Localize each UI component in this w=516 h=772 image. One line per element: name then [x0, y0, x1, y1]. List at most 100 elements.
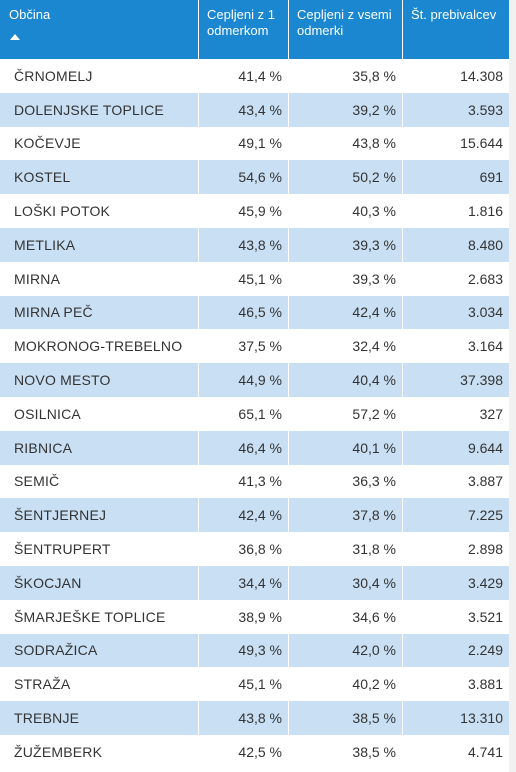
- cell-one-dose: 65,1 %: [198, 396, 288, 431]
- cell-obcina: LOŠKI POTOK: [0, 194, 198, 228]
- cell-population: 7.225: [402, 498, 509, 533]
- cell-population: 3.521: [402, 599, 509, 634]
- table-row: SODRAŽICA 49,3 % 42,0 % 2.249: [0, 633, 509, 668]
- table-row: RIBNICA 46,4 % 40,1 % 9.644: [0, 430, 509, 465]
- cell-one-dose: 36,8 %: [198, 532, 288, 566]
- cell-obcina: OSILNICA: [0, 396, 198, 431]
- cell-obcina: METLIKA: [0, 227, 198, 262]
- table-row: KOČEVJE 49,1 % 43,8 % 15.644: [0, 126, 509, 161]
- cell-all-doses: 32,4 %: [288, 329, 402, 364]
- table-row: METLIKA 43,8 % 39,3 % 8.480: [0, 227, 509, 262]
- column-header-population[interactable]: Št. prebivalcev: [402, 0, 509, 59]
- cell-one-dose: 43,8 %: [198, 227, 288, 262]
- cell-obcina: ŠENTJERNEJ: [0, 498, 198, 533]
- cell-population: 327: [402, 396, 509, 431]
- table-row: TREBNJE 43,8 % 38,5 % 13.310: [0, 701, 509, 735]
- column-header-one-dose[interactable]: Cepljeni z 1 odmerkom: [198, 0, 288, 59]
- column-header-all-doses[interactable]: Cepljeni z vsemi odmerki: [288, 0, 402, 59]
- cell-population: 2.898: [402, 532, 509, 566]
- cell-one-dose: 49,1 %: [198, 126, 288, 161]
- cell-one-dose: 46,5 %: [198, 295, 288, 330]
- cell-population: 2.249: [402, 633, 509, 668]
- cell-all-doses: 34,6 %: [288, 599, 402, 634]
- sort-ascending-icon[interactable]: [10, 34, 20, 40]
- cell-all-doses: 38,5 %: [288, 734, 402, 769]
- column-header-label: Cepljeni z vsemi odmerki: [297, 7, 392, 38]
- cell-one-dose: 37,5 %: [198, 329, 288, 364]
- column-header-label: Št. prebivalcev: [411, 7, 497, 22]
- cell-all-doses: 39,3 %: [288, 261, 402, 296]
- cell-obcina: KOČEVJE: [0, 126, 198, 161]
- cell-obcina: MIRNA: [0, 261, 198, 296]
- column-header-obcina[interactable]: Občina: [0, 0, 198, 59]
- cell-population: 4.741: [402, 734, 509, 769]
- cell-all-doses: 57,2 %: [288, 396, 402, 431]
- table-row: ŠMARJEŠKE TOPLICE 38,9 % 34,6 % 3.521: [0, 599, 509, 634]
- cell-one-dose: 45,1 %: [198, 667, 288, 702]
- cell-obcina: STRAŽA: [0, 667, 198, 702]
- cell-population: 8.480: [402, 227, 509, 262]
- table-row: OSILNICA 65,1 % 57,2 % 327: [0, 396, 509, 431]
- cell-all-doses: 43,8 %: [288, 126, 402, 161]
- cell-one-dose: 46,4 %: [198, 430, 288, 465]
- cell-one-dose: 42,4 %: [198, 498, 288, 533]
- cell-one-dose: 43,4 %: [198, 92, 288, 127]
- table-row: ŠKOCJAN 34,4 % 30,4 % 3.429: [0, 565, 509, 600]
- cell-obcina: SODRAŽICA: [0, 633, 198, 668]
- cell-population: 3.881: [402, 667, 509, 702]
- table-row: STRAŽA 45,1 % 40,2 % 3.881: [0, 667, 509, 702]
- vertical-scrollbar[interactable]: [509, 0, 516, 772]
- column-header-label: Cepljeni z 1 odmerkom: [207, 7, 275, 38]
- cell-all-doses: 42,4 %: [288, 295, 402, 330]
- cell-all-doses: 30,4 %: [288, 565, 402, 600]
- cell-all-doses: 50,2 %: [288, 160, 402, 195]
- cell-obcina: ŠENTRUPERT: [0, 532, 198, 566]
- table-row: KOSTEL 54,6 % 50,2 % 691: [0, 160, 509, 195]
- cell-obcina: NOVO MESTO: [0, 363, 198, 397]
- cell-one-dose: 44,9 %: [198, 363, 288, 397]
- cell-one-dose: 45,1 %: [198, 261, 288, 296]
- cell-all-doses: 38,5 %: [288, 701, 402, 735]
- cell-one-dose: 41,4 %: [198, 59, 288, 93]
- cell-one-dose: 34,4 %: [198, 565, 288, 600]
- cell-obcina: ČRNOMELJ: [0, 59, 198, 93]
- cell-population: 3.164: [402, 329, 509, 364]
- table-row: NOVO MESTO 44,9 % 40,4 % 37.398: [0, 363, 509, 397]
- cell-all-doses: 40,2 %: [288, 667, 402, 702]
- cell-one-dose: 45,9 %: [198, 194, 288, 228]
- cell-population: 3.429: [402, 565, 509, 600]
- cell-all-doses: 35,8 %: [288, 59, 402, 93]
- cell-obcina: MOKRONOG-TREBELNO: [0, 329, 198, 364]
- cell-all-doses: 42,0 %: [288, 633, 402, 668]
- cell-all-doses: 39,3 %: [288, 227, 402, 262]
- table-row: DOLENJSKE TOPLICE 43,4 % 39,2 % 3.593: [0, 92, 509, 127]
- table-row: SEMIČ 41,3 % 36,3 % 3.887: [0, 464, 509, 499]
- cell-all-doses: 36,3 %: [288, 464, 402, 499]
- cell-obcina: KOSTEL: [0, 160, 198, 195]
- table-row: LOŠKI POTOK 45,9 % 40,3 % 1.816: [0, 194, 509, 228]
- cell-population: 13.310: [402, 701, 509, 735]
- cell-one-dose: 54,6 %: [198, 160, 288, 195]
- cell-population: 37.398: [402, 363, 509, 397]
- cell-obcina: TREBNJE: [0, 701, 198, 735]
- table-header: Občina Cepljeni z 1 odmerkom Cepljeni z …: [0, 0, 509, 59]
- cell-obcina: DOLENJSKE TOPLICE: [0, 92, 198, 127]
- table-row: MOKRONOG-TREBELNO 37,5 % 32,4 % 3.164: [0, 329, 509, 364]
- cell-obcina: SEMIČ: [0, 464, 198, 499]
- cell-population: 1.816: [402, 194, 509, 228]
- table-row: ŽUŽEMBERK 42,5 % 38,5 % 4.741: [0, 734, 509, 769]
- table-row: ČRNOMELJ 41,4 % 35,8 % 14.308: [0, 59, 509, 93]
- table-row: ŠENTJERNEJ 42,4 % 37,8 % 7.225: [0, 498, 509, 533]
- cell-obcina: RIBNICA: [0, 430, 198, 465]
- cell-population: 3.593: [402, 92, 509, 127]
- table-row: ŠENTRUPERT 36,8 % 31,8 % 2.898: [0, 532, 509, 566]
- column-header-label: Občina: [9, 7, 51, 22]
- cell-all-doses: 39,2 %: [288, 92, 402, 127]
- cell-all-doses: 40,4 %: [288, 363, 402, 397]
- header-row: Občina Cepljeni z 1 odmerkom Cepljeni z …: [0, 0, 509, 59]
- cell-population: 2.683: [402, 261, 509, 296]
- cell-obcina: ŽUŽEMBERK: [0, 734, 198, 769]
- table-row: MIRNA PEČ 46,5 % 42,4 % 3.034: [0, 295, 509, 330]
